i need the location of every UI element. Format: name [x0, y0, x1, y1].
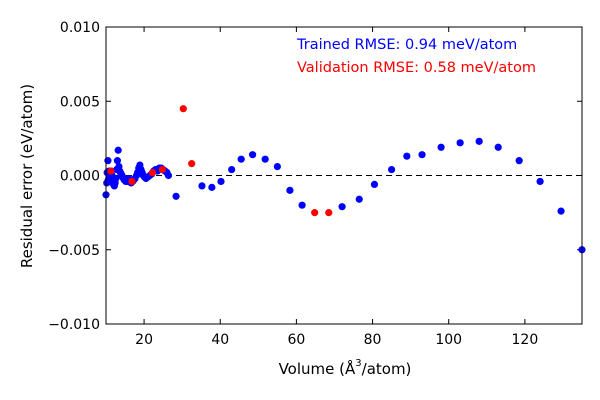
y-tick-label: −0.005 [48, 243, 100, 259]
trained-point [208, 183, 216, 191]
x-tick-label: 40 [211, 332, 229, 348]
y-tick-label: 0.010 [60, 20, 100, 36]
validation-point [325, 209, 333, 217]
x-tick-label: 100 [435, 332, 462, 348]
trained-point [515, 157, 523, 165]
trained-point [198, 182, 206, 190]
validation-point [311, 209, 319, 217]
trained-point [456, 139, 464, 147]
trained-point [475, 137, 483, 145]
validation-point [148, 168, 157, 177]
trained-point [249, 151, 257, 159]
trained-point [536, 177, 544, 186]
trained-point [370, 180, 379, 189]
validation-point [179, 105, 187, 113]
x-tick-label: 20 [135, 332, 153, 348]
trained-point [494, 143, 502, 151]
validation-point [188, 160, 196, 168]
trained-point [437, 143, 445, 151]
trained-point [403, 152, 411, 160]
trained-point [338, 203, 346, 211]
trained-point [418, 151, 426, 159]
trained-point [261, 155, 269, 163]
trained-point [104, 157, 112, 165]
trained-point [113, 157, 122, 165]
trained-point [286, 186, 294, 194]
validation-point [158, 165, 166, 174]
trained-point [273, 162, 281, 171]
validation-point [128, 177, 136, 186]
x-axis-label-prefix: Volume ( [279, 360, 345, 378]
x-tick-label: 60 [287, 332, 305, 348]
validation-point [107, 167, 115, 175]
y-tick-label: 0.000 [60, 169, 100, 185]
trained-point [355, 195, 363, 203]
x-tick-label: 120 [512, 332, 539, 348]
trained-point [114, 146, 122, 154]
trained-rmse-annotation: Trained RMSE: 0.94 meV/atom [296, 37, 517, 53]
y-tick-label: 0.005 [60, 94, 100, 110]
plot-frame [105, 26, 583, 325]
trained-point [228, 165, 236, 174]
validation-rmse-annotation: Validation RMSE: 0.58 meV/atom [297, 60, 536, 76]
trained-point [217, 177, 225, 186]
trained-point [112, 174, 120, 183]
y-tick-label: −0.010 [48, 317, 100, 333]
trained-point [172, 192, 180, 200]
x-axis-label: Volume (Å3/atom) [279, 358, 412, 378]
plot-border [105, 26, 583, 325]
trained-point [164, 171, 173, 180]
x-tick-label: 80 [364, 332, 382, 348]
y-axis-label: Residual error (eV/atom) [18, 84, 36, 268]
trained-point [557, 207, 565, 215]
trained-point [298, 201, 306, 209]
x-axis-label-angstrom: Å [345, 359, 356, 378]
x-axis-label-superscript: 3 [355, 358, 361, 369]
data-points [102, 105, 586, 254]
x-axis-label-suffix: /atom) [362, 360, 412, 378]
trained-point [388, 165, 396, 174]
trained-point [237, 155, 245, 163]
